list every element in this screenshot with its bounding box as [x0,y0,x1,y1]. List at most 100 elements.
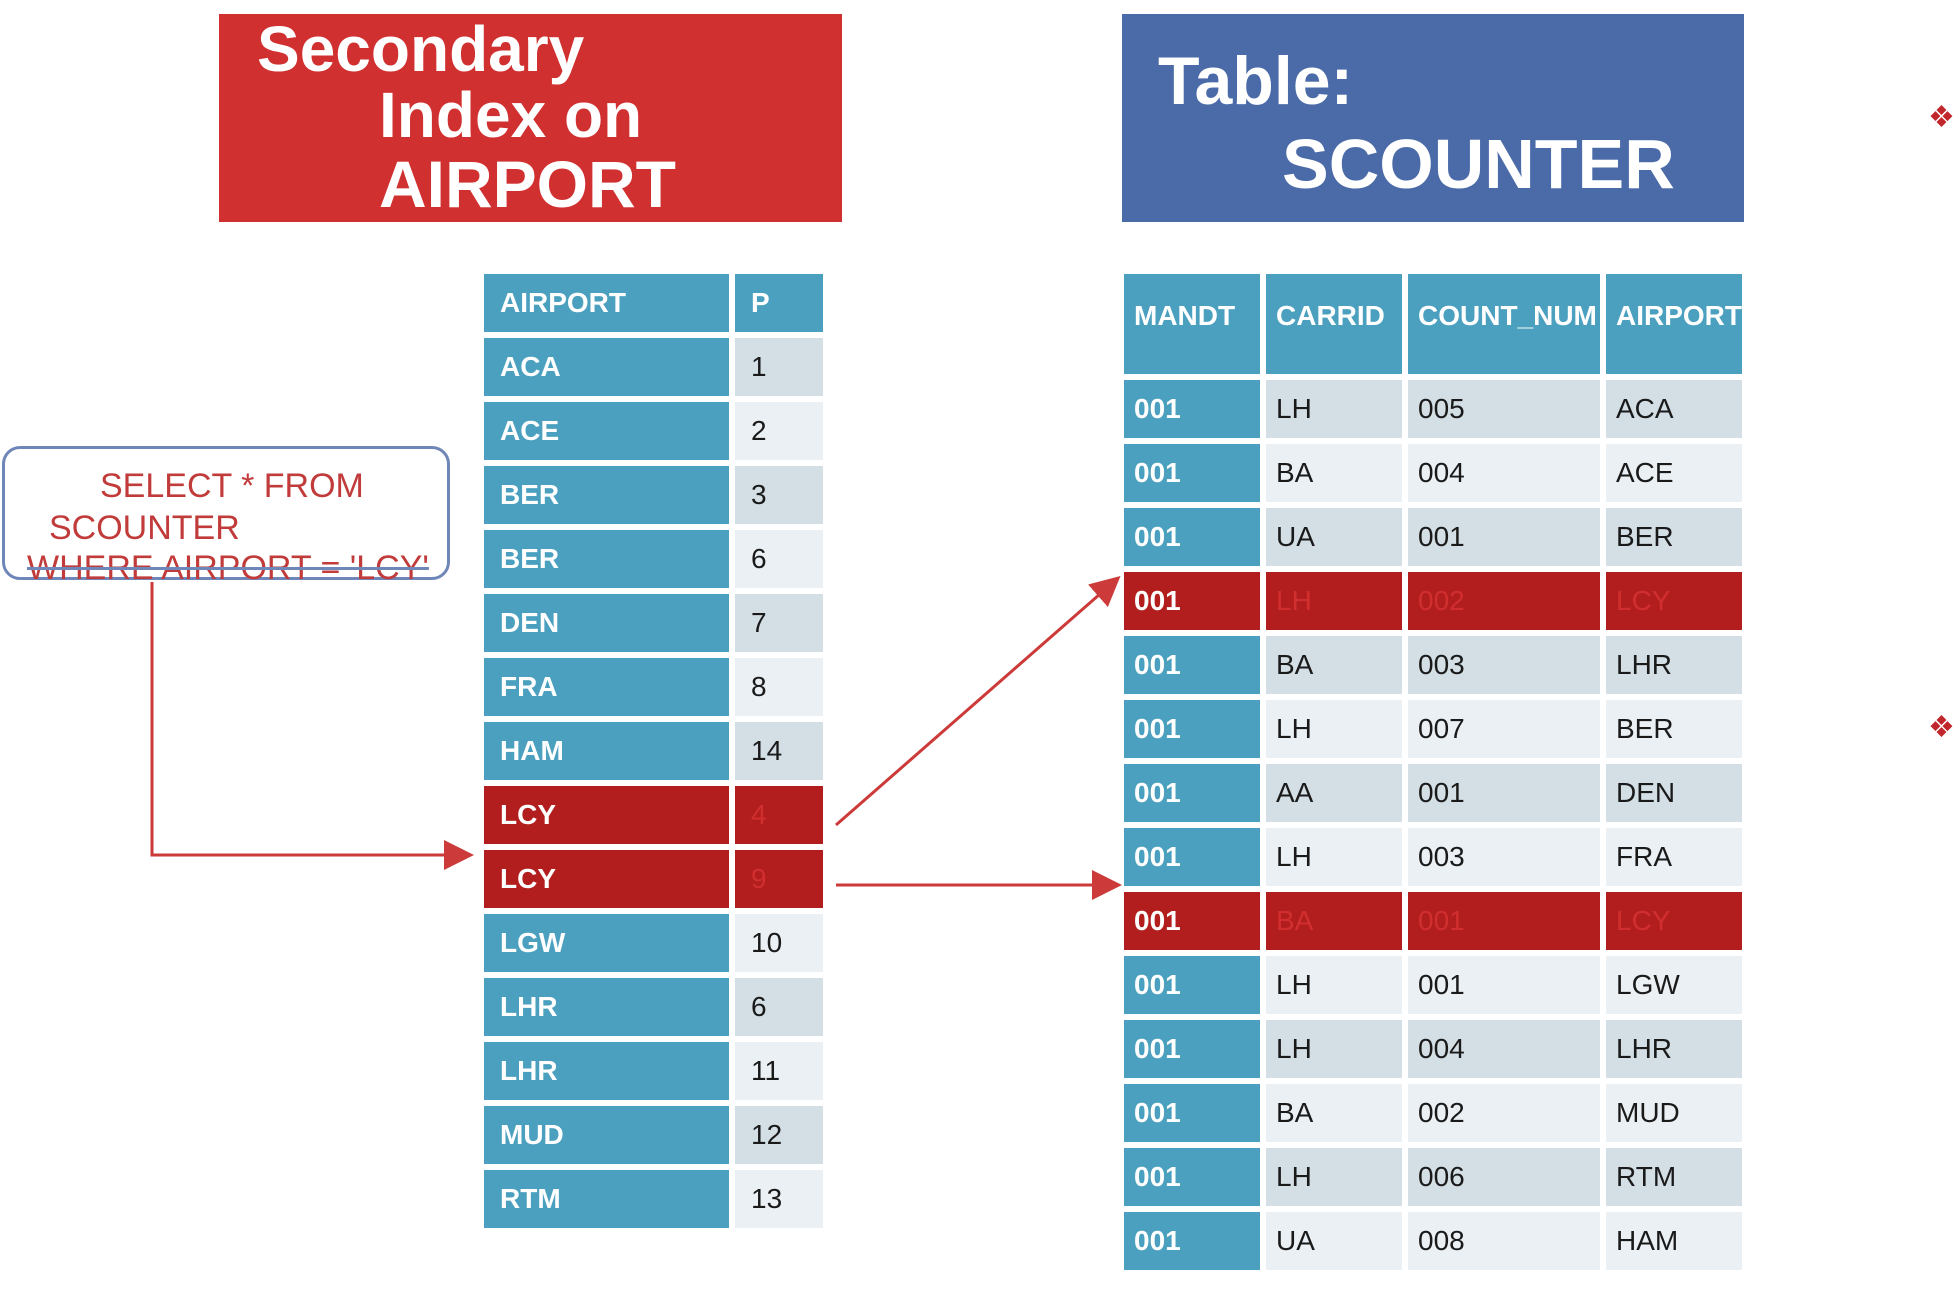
index-pointer-cell: 2 [735,402,823,460]
index-row: ACE 2 [484,402,823,460]
index-row: ACA 1 [484,338,823,396]
scounter-airport-cell: LCY [1606,572,1742,630]
scounter-airport-cell: LCY [1606,892,1742,950]
scounter-header-airport: AIRPORT [1606,274,1742,374]
scounter-carrid-cell: UA [1266,1212,1402,1270]
index-header-p: P [735,274,823,332]
scounter-header-count-num: COUNT_NUM [1408,274,1600,374]
scounter-row: 001 LH 005 ACA [1124,380,1742,438]
scounter-mandt-cell: 001 [1124,892,1260,950]
index-pointer-cell: 8 [735,658,823,716]
scounter-mandt-cell: 001 [1124,764,1260,822]
index-pointer-cell: 3 [735,466,823,524]
index-title-banner: Secondary Index on AIRPORT [219,13,842,222]
query-to-index-arrow [150,582,474,870]
scounter-count-num-cell: 002 [1408,572,1600,630]
index-airport-cell: ACA [484,338,729,396]
index-airport-cell: DEN [484,594,729,652]
scounter-carrid-cell: UA [1266,508,1402,566]
query-line-1: SELECT * FROM [100,467,364,505]
index-pointer-cell: 14 [735,722,823,780]
scounter-carrid-cell: LH [1266,956,1402,1014]
scounter-header-row: MANDT CARRID COUNT_NUM AIRPORT [1124,274,1742,374]
scounter-row: 001 LH 002 LCY [1124,572,1742,630]
scounter-carrid-cell: AA [1266,764,1402,822]
scounter-carrid-cell: LH [1266,700,1402,758]
scounter-mandt-cell: 001 [1124,1212,1260,1270]
scounter-count-num-cell: 001 [1408,892,1600,950]
scounter-count-num-cell: 004 [1408,1020,1600,1078]
scounter-row: 001 BA 001 LCY [1124,892,1742,950]
index-airport-cell: LCY [484,850,729,908]
secondary-index-table: AIRPORT P ACA 1 ACE 2 BER 3 BER 6 DEN 7 FRA 8 HAM 14 L… [478,268,829,1234]
scounter-row: 001 LH 007 BER [1124,700,1742,758]
table-title-banner: Table: SCOUNTER [1122,14,1744,222]
scounter-carrid-cell: BA [1266,892,1402,950]
index-pointer-cell: 12 [735,1106,823,1164]
scounter-row: 001 LH 003 FRA [1124,828,1742,886]
index-airport-cell: LGW [484,914,729,972]
index-title-line-3: AIRPORT [379,147,676,221]
query-line-3: WHERE AIRPORT = 'LCY' [27,549,429,587]
index-pointer-cell: 7 [735,594,823,652]
scounter-row: 001 LH 006 RTM [1124,1148,1742,1206]
scounter-mandt-cell: 001 [1124,444,1260,502]
index-airport-cell: MUD [484,1106,729,1164]
index-airport-cell: LCY [484,786,729,844]
index-row: MUD 12 [484,1106,823,1164]
index-airport-cell: ACE [484,402,729,460]
scounter-mandt-cell: 001 [1124,1084,1260,1142]
index-airport-cell: LHR [484,978,729,1036]
index-pointer-cell: 6 [735,530,823,588]
scounter-count-num-cell: 005 [1408,380,1600,438]
scounter-carrid-cell: BA [1266,1084,1402,1142]
scounter-mandt-cell: 001 [1124,828,1260,886]
scounter-count-num-cell: 007 [1408,700,1600,758]
index-pointer-cell: 1 [735,338,823,396]
scounter-row: 001 LH 001 LGW [1124,956,1742,1014]
scounter-airport-cell: DEN [1606,764,1742,822]
scounter-row: 001 UA 008 HAM [1124,1212,1742,1270]
index-row: BER 6 [484,530,823,588]
scounter-mandt-cell: 001 [1124,956,1260,1014]
index-pointer-cell: 4 [735,786,823,844]
index-row: FRA 8 [484,658,823,716]
index-row: DEN 7 [484,594,823,652]
bullet-icon-2: ❖ [1928,711,1955,744]
scounter-row: 001 BA 004 ACE [1124,444,1742,502]
index-row: HAM 14 [484,722,823,780]
scounter-header-carrid: CARRID [1266,274,1402,374]
scounter-airport-cell: LHR [1606,1020,1742,1078]
scounter-airport-cell: FRA [1606,828,1742,886]
index-airport-cell: HAM [484,722,729,780]
scounter-count-num-cell: 008 [1408,1212,1600,1270]
scounter-airport-cell: RTM [1606,1148,1742,1206]
scounter-mandt-cell: 001 [1124,700,1260,758]
scounter-count-num-cell: 001 [1408,508,1600,566]
index-title-line-1: Secondary [257,13,585,85]
index-row: LHR 11 [484,1042,823,1100]
index-airport-cell: BER [484,466,729,524]
sql-query-box: SELECT * FROM SCOUNTER WHERE AIRPORT = '… [2,446,450,587]
scounter-count-num-cell: 003 [1408,636,1600,694]
scounter-airport-cell: ACA [1606,380,1742,438]
scounter-count-num-cell: 002 [1408,1084,1600,1142]
index-pointer-cell: 11 [735,1042,823,1100]
scounter-count-num-cell: 003 [1408,828,1600,886]
scounter-header-mandt: MANDT [1124,274,1260,374]
scounter-carrid-cell: LH [1266,1148,1402,1206]
scounter-mandt-cell: 001 [1124,636,1260,694]
scounter-mandt-cell: 001 [1124,380,1260,438]
index-airport-cell: FRA [484,658,729,716]
index-pointer-cell: 13 [735,1170,823,1228]
scounter-carrid-cell: BA [1266,444,1402,502]
scounter-mandt-cell: 001 [1124,508,1260,566]
index-row: LHR 6 [484,978,823,1036]
scounter-airport-cell: BER [1606,508,1742,566]
scounter-row: 001 UA 001 BER [1124,508,1742,566]
scounter-carrid-cell: LH [1266,380,1402,438]
index-pointer-cell: 9 [735,850,823,908]
index-row: LCY 9 [484,850,823,908]
index-airport-cell: RTM [484,1170,729,1228]
scounter-count-num-cell: 001 [1408,764,1600,822]
